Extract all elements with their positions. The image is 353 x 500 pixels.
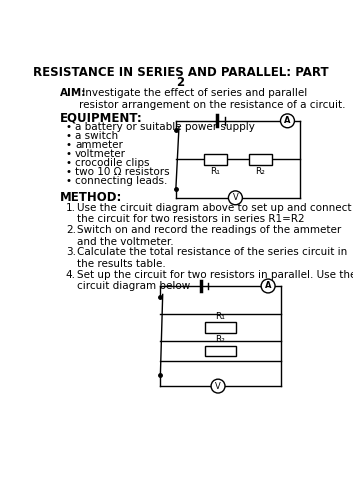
Text: Investigate the effect of series and parallel
resistor arrangement on the resist: Investigate the effect of series and par… [79,88,346,110]
Text: AIM:: AIM: [60,88,86,99]
Bar [204,154,227,164]
Text: 3.: 3. [66,248,76,258]
Text: Calculate the total resistance of the series circuit in
the results table.: Calculate the total resistance of the se… [77,248,347,269]
Text: •: • [66,176,72,186]
Text: a battery or suitable power supply: a battery or suitable power supply [75,122,255,132]
Text: crocodile clips: crocodile clips [75,158,150,168]
Text: METHOD:: METHOD: [60,190,122,203]
Text: •: • [66,140,72,150]
Text: voltmeter: voltmeter [75,149,126,159]
Text: a switch: a switch [75,131,118,141]
Circle shape [281,114,294,128]
Text: Use the circuit diagram above to set up and connect
the circuit for two resistor: Use the circuit diagram above to set up … [77,203,351,224]
Bar [205,322,236,333]
Text: •: • [66,149,72,159]
Bar [249,154,272,164]
Text: R₂: R₂ [215,335,225,344]
Text: ammeter: ammeter [75,140,123,150]
Text: •: • [66,131,72,141]
Text: V: V [233,194,238,202]
Text: 2: 2 [176,76,185,89]
Text: V: V [215,382,221,390]
Text: A: A [284,116,291,126]
Bar [205,346,236,356]
Text: •: • [66,166,72,176]
Text: R₁: R₁ [211,167,221,176]
Circle shape [228,191,243,205]
Text: Switch on and record the readings of the ammeter
and the voltmeter.: Switch on and record the readings of the… [77,225,341,247]
Text: Set up the circuit for two resistors in parallel. Use the
circuit diagram below: Set up the circuit for two resistors in … [77,270,353,291]
Circle shape [211,379,225,393]
Text: 2.: 2. [66,225,76,235]
Text: 1.: 1. [66,203,76,213]
Text: RESISTANCE IN SERIES AND PARALLEL: PART: RESISTANCE IN SERIES AND PARALLEL: PART [33,66,328,79]
Text: EQUIPMENT:: EQUIPMENT: [60,112,142,124]
Circle shape [261,279,275,293]
Text: •: • [66,158,72,168]
Text: 4.: 4. [66,270,76,280]
Text: •: • [66,122,72,132]
Text: connecting leads.: connecting leads. [75,176,168,186]
Text: R₂: R₂ [255,167,265,176]
Text: two 10 Ω resistors: two 10 Ω resistors [75,166,170,176]
Text: R₁: R₁ [215,312,225,320]
Text: A: A [265,282,271,290]
